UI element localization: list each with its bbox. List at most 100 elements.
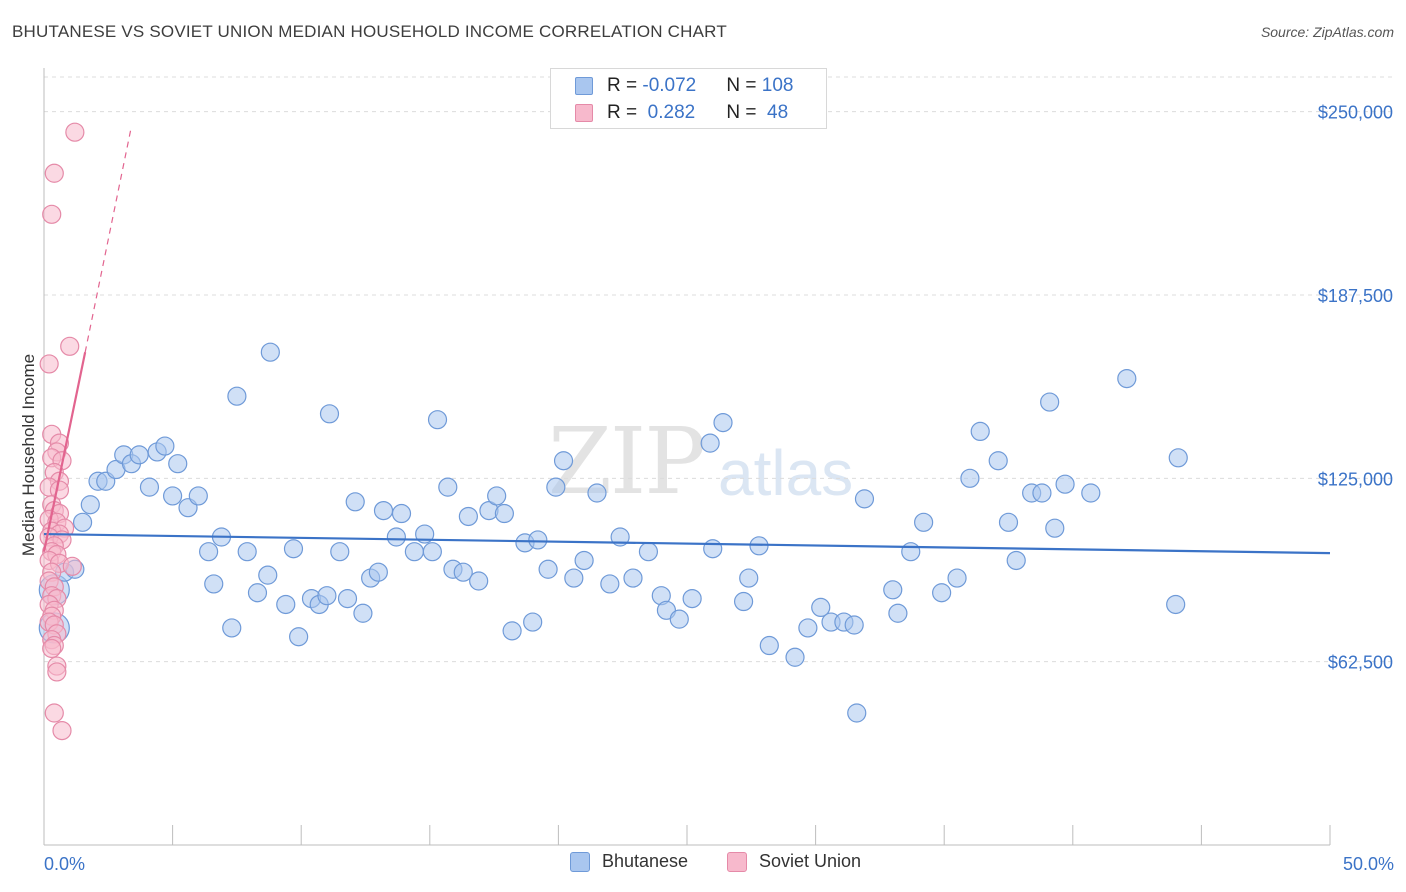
data-point [204, 574, 224, 594]
data-point [373, 501, 394, 521]
data-point [168, 454, 188, 474]
legend-n-label: N = [726, 75, 762, 96]
x-tick-label: 0.0% [44, 854, 85, 874]
data-point [703, 539, 723, 559]
data-point [1045, 518, 1065, 538]
legend-swatch-soviet-union [727, 851, 747, 872]
data-point [47, 662, 67, 682]
data-point [502, 621, 522, 641]
data-point [139, 477, 160, 497]
data-point [52, 720, 72, 741]
data-point [1040, 392, 1060, 412]
data-point [337, 588, 358, 609]
data-point [700, 433, 720, 453]
data-point [80, 495, 100, 515]
data-point [713, 413, 733, 433]
data-point [227, 386, 247, 406]
x-tick-label: 50.0% [1343, 854, 1394, 874]
trend-line-soviet-union-extension [84, 126, 133, 353]
data-point [44, 163, 64, 183]
correlation-legend: R = -0.072 N = 108 R = 0.282 N = 48 [550, 68, 827, 129]
legend-swatch-bhutanese [575, 77, 593, 95]
data-point [317, 586, 337, 606]
series-bhutanese [38, 342, 1188, 723]
legend-r-value: 0.282 [642, 102, 696, 123]
data-point [247, 583, 268, 603]
data-point [260, 342, 280, 362]
data-point [847, 703, 867, 723]
data-point [368, 562, 388, 582]
legend-r-label: R = [607, 102, 643, 123]
data-point [330, 542, 350, 562]
data-point [553, 451, 574, 471]
data-point [39, 354, 59, 374]
legend-label-bhutanese: Bhutanese [602, 851, 689, 871]
data-point [600, 574, 620, 594]
data-point [538, 559, 558, 579]
data-point [163, 486, 183, 506]
legend-row-soviet-union: R = 0.282 N = 48 [575, 100, 788, 126]
data-point [422, 542, 442, 562]
data-point [759, 635, 779, 656]
data-point [453, 562, 473, 582]
data-point [798, 618, 818, 638]
data-point [487, 486, 507, 506]
data-point [283, 539, 304, 559]
data-point [1055, 474, 1075, 494]
data-point [901, 542, 921, 562]
data-point [42, 204, 62, 224]
watermark-zip: ZIP [548, 408, 706, 515]
data-point [469, 571, 489, 591]
y-tick-label: $125,000 [1318, 469, 1393, 489]
data-point [1081, 483, 1101, 503]
tick-labels: $62,500 $125,000 $187,500 $250,000 0.0% 50.0% [44, 103, 1394, 874]
data-point [404, 542, 424, 562]
data-point [438, 477, 458, 497]
legend-n-value: 108 [761, 75, 794, 96]
legend-r-value: -0.072 [642, 75, 697, 96]
data-point [60, 336, 80, 356]
data-point [1166, 594, 1186, 615]
data-point [345, 492, 365, 512]
series-legend: Bhutanese Soviet Union [0, 851, 1406, 877]
data-point [960, 468, 980, 488]
data-point [947, 568, 967, 588]
legend-r-label: R = [607, 75, 643, 96]
legend-swatch-soviet-union [575, 104, 593, 122]
data-point [129, 445, 149, 465]
legend-label-soviet-union: Soviet Union [759, 851, 862, 871]
data-point [998, 512, 1019, 532]
legend-swatch-bhutanese [570, 851, 590, 872]
data-point [1168, 448, 1188, 468]
data-point [739, 568, 759, 588]
data-point [574, 550, 594, 571]
trend-line-soviet-union [42, 351, 87, 552]
data-point [458, 506, 478, 527]
y-axis-label: Median Household Income [19, 354, 38, 556]
legend-item-soviet-union[interactable]: Soviet Union [727, 851, 861, 872]
data-point [319, 404, 340, 424]
data-point [669, 609, 689, 629]
data-point [1117, 369, 1137, 389]
data-point [546, 477, 566, 497]
data-point [62, 556, 82, 576]
data-point [222, 618, 242, 638]
data-point [237, 542, 257, 562]
data-point [844, 615, 864, 635]
legend-row-bhutanese: R = -0.072 N = 108 [575, 73, 793, 99]
data-point [188, 486, 208, 506]
data-point [1032, 483, 1052, 503]
data-point [528, 530, 548, 550]
watermark-atlas: atlas [718, 437, 854, 509]
data-point [733, 591, 754, 612]
data-point [386, 527, 406, 547]
y-tick-label: $62,500 [1328, 653, 1393, 673]
data-point [883, 580, 903, 600]
data-point [970, 421, 990, 441]
data-point [888, 603, 908, 623]
trend-lines [42, 126, 1331, 555]
legend-item-bhutanese[interactable]: Bhutanese [570, 851, 688, 872]
data-point [785, 647, 805, 667]
data-point [623, 568, 643, 588]
